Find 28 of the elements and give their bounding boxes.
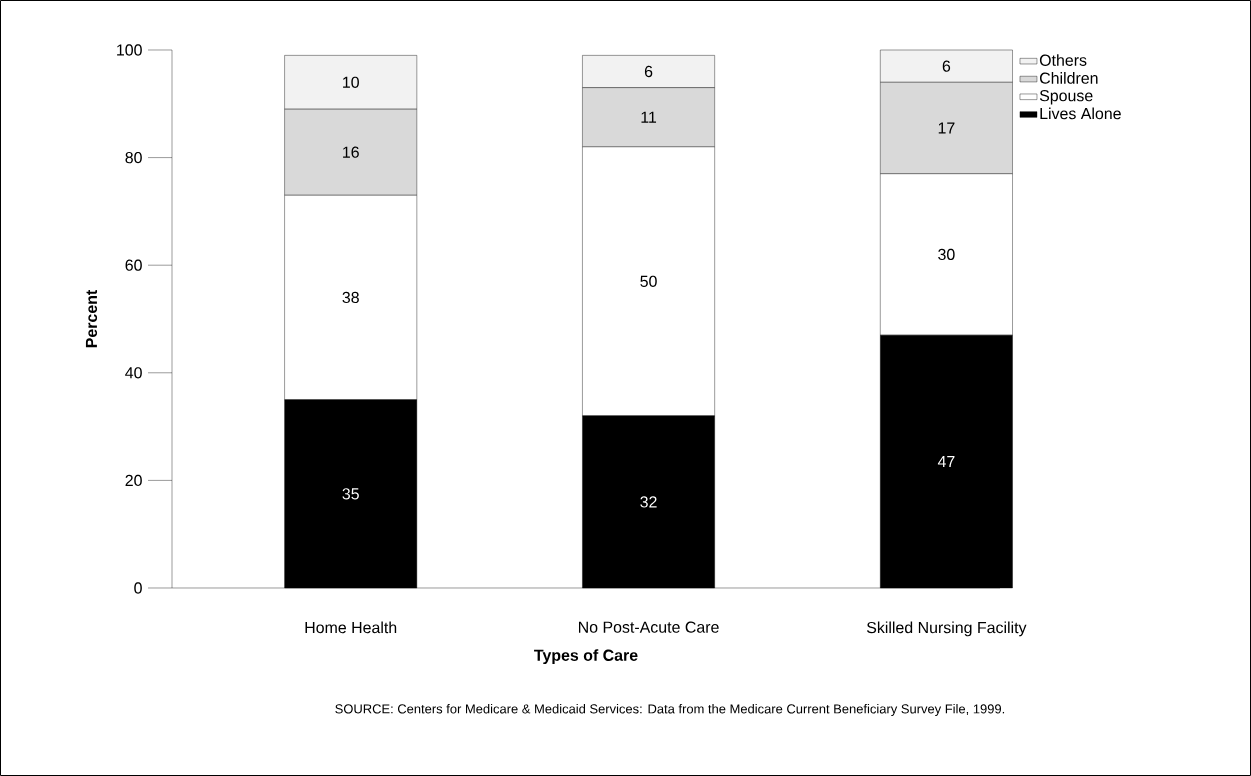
y-tick-label: 40 (125, 367, 142, 379)
data-label: 16 (343, 146, 359, 158)
data-label: 32 (640, 496, 657, 508)
y-tick-label: 0 (134, 582, 142, 594)
x-tick-label: Home Health (305, 621, 397, 634)
x-tick-label: No Post-Acute Care (578, 621, 719, 633)
data-label: 6 (644, 65, 653, 78)
y-tick-label: 60 (125, 259, 142, 271)
data-label: 6 (942, 60, 951, 72)
x-tick-label: Skilled Nursing Facility (866, 621, 1027, 637)
legend-label: Others (1039, 54, 1087, 66)
y-axis-title: Percent (85, 289, 98, 348)
data-label: 10 (343, 76, 359, 88)
data-label: 38 (342, 291, 359, 304)
legend-label: Lives Alone (1040, 107, 1121, 120)
data-label: 50 (640, 275, 657, 287)
y-tick-label: 20 (125, 474, 142, 487)
source-note: SOURCE: Centers for Medicare & Medicaid Services: Data from the Medicare Current Beneficiary Survey File, 1999. (335, 703, 1005, 717)
data-label: 35 (342, 488, 359, 500)
data-label: 11 (641, 111, 657, 123)
data-label: 17 (938, 122, 955, 134)
y-tick-label: 100 (117, 44, 142, 56)
data-label: 30 (938, 248, 955, 261)
x-axis-title: Types of Care (534, 649, 638, 665)
legend-label: Spouse (1039, 90, 1093, 105)
legend-label: Children (1039, 72, 1098, 84)
y-tick-label: 80 (125, 151, 142, 164)
data-label: 47 (937, 456, 955, 468)
